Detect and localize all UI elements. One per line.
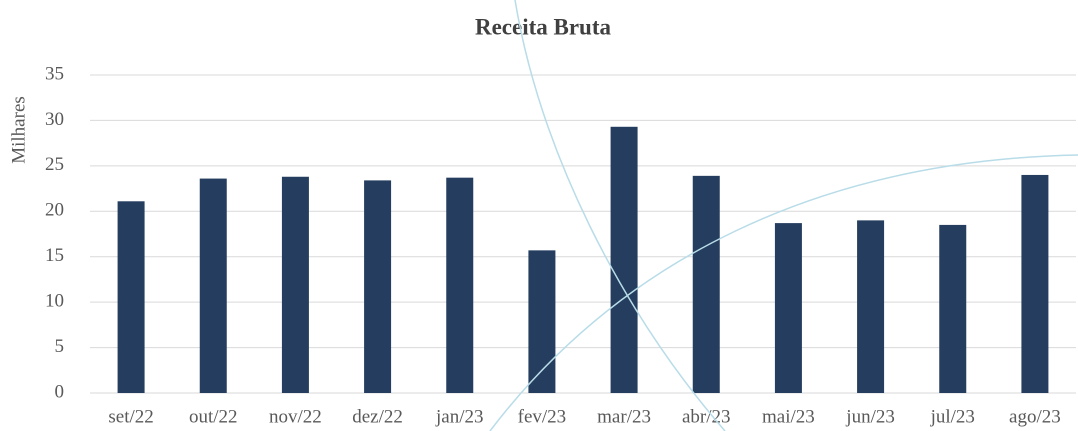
y-axis-label: Milhares	[8, 96, 29, 164]
x-tick-label: jan/23	[435, 406, 484, 427]
x-tick-label: ago/23	[1009, 406, 1061, 427]
bar	[610, 126, 638, 393]
bar	[528, 250, 556, 393]
bar	[939, 224, 967, 393]
x-tick-label: fev/23	[518, 406, 567, 427]
y-tick-label: 0	[55, 381, 65, 402]
plot-area: 0 5 10 15 20 25 30 35 set/22 out/22 nov/22 dez/22 ja…	[45, 63, 1076, 427]
y-tick-label: 15	[45, 245, 64, 266]
decoration-curve	[514, 0, 726, 431]
decoration-curve	[489, 154, 1078, 431]
bar	[774, 223, 802, 393]
x-tick-label: jun/23	[845, 406, 895, 427]
bar	[281, 176, 309, 393]
x-tick-label: abr/23	[682, 406, 731, 427]
x-tick-label: mai/23	[762, 406, 815, 427]
x-tick-label: nov/22	[269, 406, 322, 427]
bar	[857, 220, 885, 393]
y-tick-label: 35	[45, 63, 64, 84]
y-tick-label: 5	[55, 336, 65, 357]
chart-title: Receita Bruta	[475, 14, 612, 39]
bar	[1021, 174, 1049, 393]
y-tick-label: 30	[45, 109, 64, 130]
bar	[692, 175, 720, 393]
y-tick-label: 20	[45, 200, 64, 221]
x-tick-label: mar/23	[597, 406, 651, 427]
bar	[446, 177, 474, 393]
y-tick-label: 25	[45, 154, 64, 175]
bar	[199, 178, 227, 393]
x-tick-label: out/22	[189, 406, 238, 427]
bar	[117, 201, 145, 393]
y-tick-label: 10	[45, 291, 64, 312]
x-tick-label: dez/22	[352, 406, 403, 427]
x-tick-label: set/22	[108, 406, 153, 427]
bar	[364, 180, 392, 393]
x-tick-label: jul/23	[930, 406, 975, 427]
